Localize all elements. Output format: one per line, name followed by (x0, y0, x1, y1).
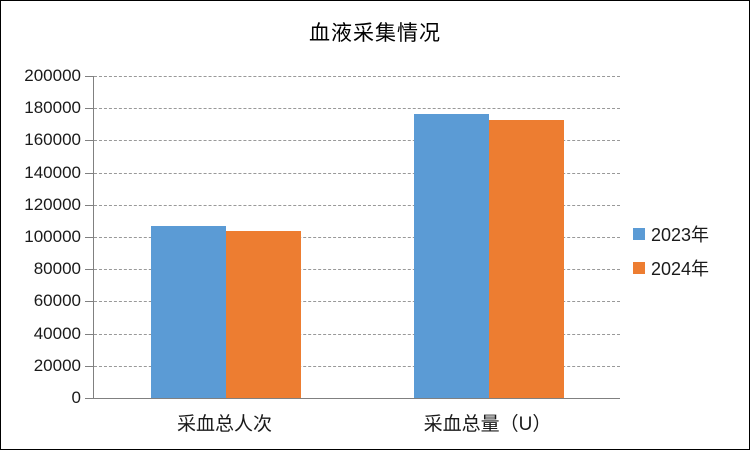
legend-swatch-icon (633, 262, 645, 274)
legend: 2023年 2024年 (633, 223, 709, 291)
x-axis-label: 采血总人次 (176, 414, 272, 435)
y-axis-label: 200000 (24, 66, 81, 85)
y-axis-label: 60000 (33, 291, 81, 311)
legend-label: 2023年 (651, 225, 710, 245)
bar-2023年-采血总人次 (150, 225, 226, 398)
gridline (94, 172, 620, 174)
y-axis-tick (85, 140, 93, 142)
y-axis-tick (85, 301, 93, 303)
y-axis-tick (85, 398, 93, 399)
y-axis-tick (85, 204, 93, 206)
gridline (94, 301, 620, 303)
gridline (94, 365, 620, 367)
gridline (94, 108, 620, 110)
y-axis-tick (85, 76, 93, 77)
y-axis-label: 0 (71, 388, 81, 407)
y-axis-tick (85, 269, 93, 271)
y-axis-tick (85, 108, 93, 110)
gridline (94, 237, 620, 238)
bar-2024年-采血总量（U） (488, 120, 564, 398)
y-axis-label: 20000 (33, 355, 81, 375)
gridline (94, 333, 620, 335)
y-axis-tick (85, 172, 93, 174)
legend-label: 2024年 (651, 259, 710, 279)
legend-item: 2023年 (633, 223, 709, 245)
bar-2023年-采血总量（U） (413, 113, 489, 398)
y-axis-label: 180000 (24, 98, 81, 118)
y-axis-tick (85, 237, 93, 238)
x-axis-label: 采血总量（U） (423, 414, 552, 435)
gridline (94, 204, 620, 206)
y-axis-label: 160000 (24, 130, 81, 150)
y-axis-tick (85, 333, 93, 335)
gridline (94, 269, 620, 271)
y-axis-label: 40000 (33, 323, 81, 343)
chart-title: 血液采集情况 (309, 22, 441, 45)
gridline (94, 76, 620, 77)
y-axis-tick (85, 365, 93, 367)
y-axis-label: 100000 (24, 227, 81, 246)
gridline (94, 140, 620, 142)
legend-swatch-icon (633, 228, 645, 240)
y-axis-label: 140000 (24, 162, 81, 182)
y-axis-label: 120000 (24, 194, 81, 214)
y-axis-label: 80000 (33, 259, 81, 279)
plot-area (93, 76, 620, 399)
legend-item: 2024年 (633, 257, 709, 279)
bar-2024年-采血总人次 (225, 230, 301, 398)
